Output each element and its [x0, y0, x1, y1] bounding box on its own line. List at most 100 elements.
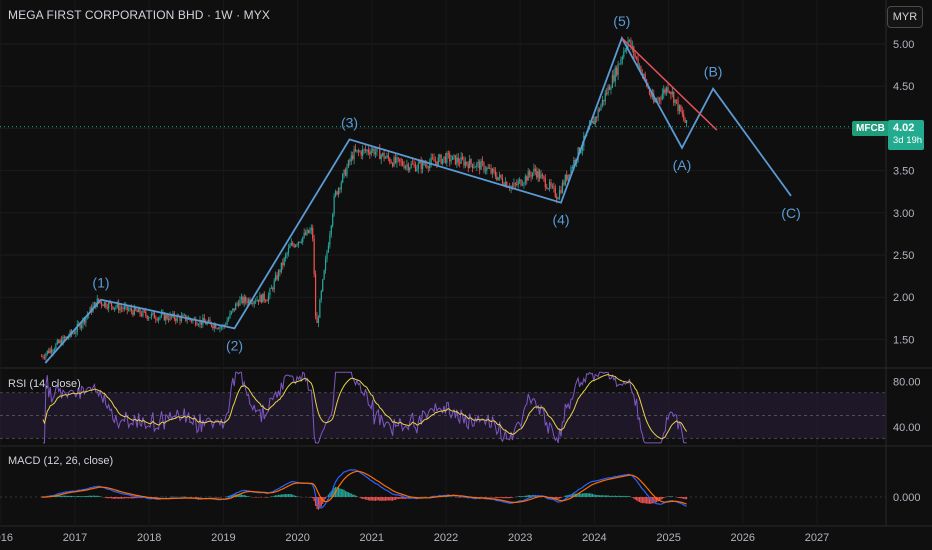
candle-body — [166, 314, 168, 319]
macd-histogram-bar — [353, 494, 355, 497]
candle-body — [182, 314, 184, 316]
candle-body — [550, 182, 552, 187]
candle-body — [637, 58, 639, 68]
macd-histogram-bar — [494, 497, 496, 498]
candle-body — [350, 155, 352, 162]
macd-histogram-bar — [677, 497, 679, 498]
macd-histogram-bar — [257, 497, 260, 498]
macd-histogram-bar — [66, 495, 68, 497]
candle-body — [383, 152, 385, 159]
macd-histogram-bar — [631, 497, 633, 498]
macd-histogram-bar — [55, 495, 57, 497]
candle-body — [295, 244, 297, 247]
candle-body — [437, 157, 439, 165]
macd-histogram-bar — [504, 497, 506, 499]
candle-body — [58, 340, 60, 343]
candle-body — [83, 318, 86, 323]
macd-histogram-bar — [240, 494, 242, 497]
macd-histogram-bar — [614, 495, 616, 497]
candle-body — [664, 89, 666, 93]
macd-histogram-bar — [519, 495, 521, 497]
macd-histogram-bar — [296, 496, 298, 497]
candle-body — [384, 157, 387, 159]
candle-body — [219, 326, 221, 329]
candle-body — [551, 186, 554, 187]
macd-histogram-bar — [617, 495, 619, 497]
macd-histogram-bar — [282, 494, 284, 497]
candle-body — [450, 159, 452, 162]
candle-body — [677, 100, 679, 111]
macd-histogram-bar — [597, 494, 599, 497]
macd-histogram-bar — [132, 497, 134, 499]
candle-body — [531, 172, 534, 177]
candle-body — [42, 356, 44, 358]
candle-body — [460, 157, 462, 164]
macd-histogram-bar — [661, 497, 663, 500]
macd-histogram-bar — [273, 495, 275, 497]
candle-body — [556, 196, 558, 200]
candle-body — [299, 241, 301, 243]
candle-body — [476, 163, 478, 167]
currency-button[interactable]: MYR — [887, 6, 923, 28]
candle-body — [160, 313, 163, 317]
candle-body — [487, 167, 489, 169]
macd-histogram-bar — [340, 488, 342, 497]
macd-histogram-bar — [270, 496, 272, 497]
candle-body — [102, 304, 104, 307]
wave-label: (4) — [552, 212, 569, 228]
candle-body — [459, 162, 461, 164]
last-price-badge: 4.02 3d 19h — [888, 120, 924, 150]
candle-body — [444, 156, 447, 163]
macd-histogram-bar — [333, 487, 335, 497]
wave-label: (C) — [781, 205, 800, 221]
candle-body — [477, 162, 479, 164]
candle-body — [273, 280, 275, 290]
macd-histogram-bar — [670, 496, 672, 497]
candle-body — [603, 99, 605, 102]
macd-histogram-bar — [660, 497, 662, 501]
macd-histogram-bar — [320, 497, 322, 507]
macd-histogram-bar — [380, 497, 382, 501]
candle-body — [497, 177, 499, 180]
macd-histogram-bar — [637, 497, 639, 502]
candle-body — [105, 302, 107, 308]
macd-histogram-bar — [400, 497, 402, 499]
macd-histogram-bar — [118, 497, 120, 499]
macd-histogram-bar — [393, 497, 395, 501]
candle-body — [466, 161, 468, 165]
wave-label: (A) — [673, 157, 692, 173]
candle-body — [431, 157, 434, 159]
candle-body — [570, 167, 572, 176]
candle-body — [513, 183, 515, 187]
candle-body — [520, 179, 522, 186]
macd-histogram-bar — [138, 497, 140, 498]
macd-histogram-bar — [601, 495, 603, 497]
macd-histogram-bar — [620, 495, 622, 497]
macd-histogram-bar — [527, 495, 529, 497]
candle-body — [155, 318, 157, 320]
candle-body — [380, 155, 382, 160]
macd-histogram-bar — [626, 496, 628, 497]
macd-histogram-bar — [110, 497, 113, 499]
candle-body — [360, 151, 362, 156]
candle-body — [654, 100, 656, 103]
macd-histogram-bar — [227, 495, 230, 497]
candle-body — [366, 149, 368, 151]
macd-histogram-bar — [653, 497, 655, 504]
macd-histogram-bar — [367, 497, 369, 501]
candle-body — [573, 159, 575, 168]
candle-body — [519, 179, 521, 182]
candle-body — [46, 350, 48, 354]
candle-body — [246, 301, 248, 304]
macd-histogram-bar — [119, 497, 121, 499]
macd-histogram-bar — [79, 496, 81, 497]
macd-histogram-bar — [396, 497, 398, 500]
candle-body — [404, 165, 407, 169]
candle-body — [190, 319, 193, 322]
candle-body — [536, 171, 538, 178]
candle-body — [139, 308, 141, 315]
macd-histogram-bar — [596, 495, 598, 497]
candle-body — [352, 155, 354, 160]
macd-histogram-bar — [641, 497, 643, 504]
